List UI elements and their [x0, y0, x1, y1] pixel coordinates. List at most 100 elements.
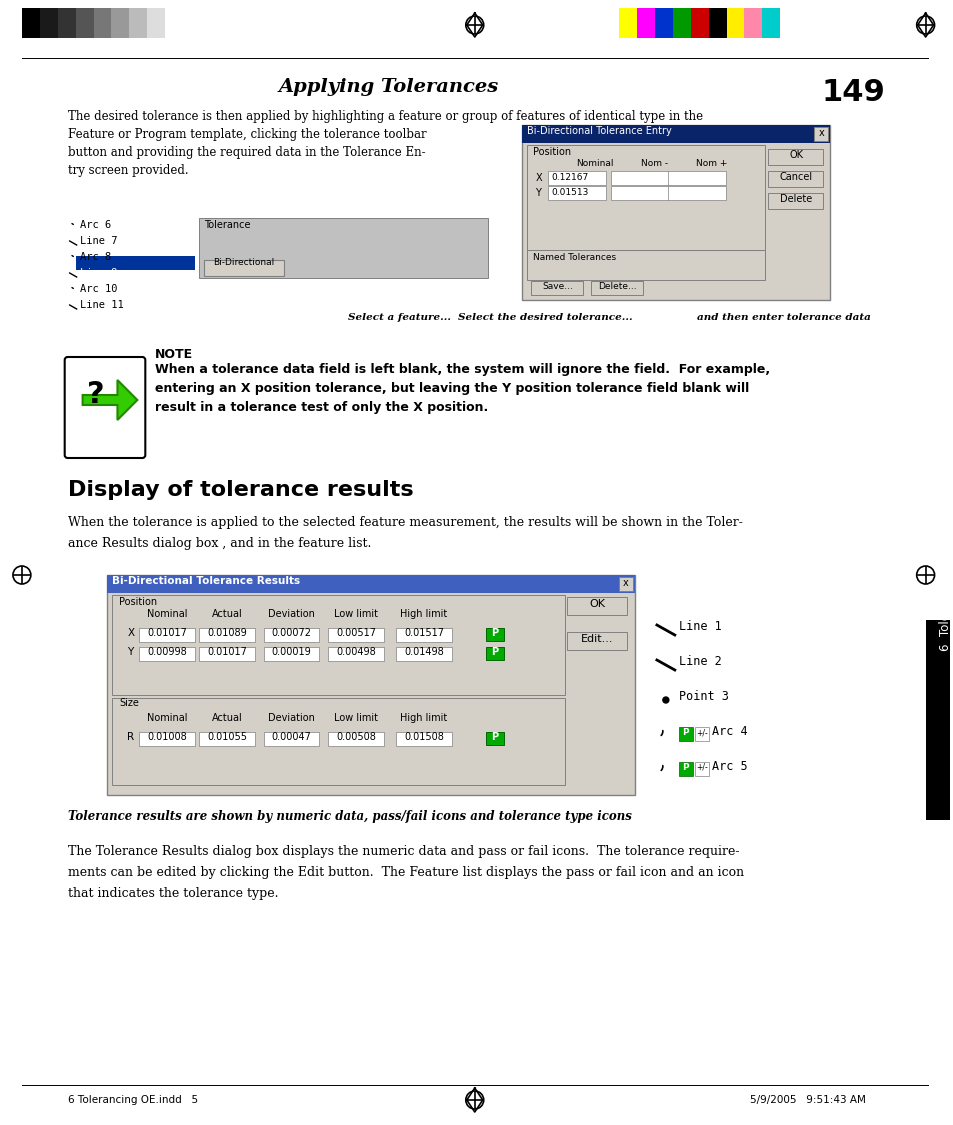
Text: Position: Position: [533, 147, 571, 158]
Bar: [112, 698, 565, 785]
Bar: [75, 8, 93, 38]
Text: Line 7: Line 7: [79, 236, 117, 246]
Text: Line 1: Line 1: [679, 620, 720, 633]
Bar: [199, 628, 254, 642]
Text: Display of tolerance results: Display of tolerance results: [68, 480, 413, 500]
Text: NOTE: NOTE: [155, 348, 193, 361]
Bar: [690, 8, 708, 38]
Text: Y: Y: [535, 188, 540, 198]
Text: 6 Tolerancing OE.indd   5: 6 Tolerancing OE.indd 5: [68, 1095, 197, 1105]
Text: P: P: [681, 728, 688, 737]
Bar: [618, 8, 637, 38]
Text: ?: ?: [87, 380, 104, 409]
Text: Nominal: Nominal: [147, 609, 188, 619]
Text: 0.01017: 0.01017: [207, 647, 247, 657]
Bar: [108, 575, 635, 593]
Text: 0.01017: 0.01017: [147, 628, 187, 638]
Text: P: P: [491, 647, 497, 657]
Text: Arc 8: Arc 8: [79, 252, 111, 262]
Bar: [328, 628, 384, 642]
Text: Bi-Directional: Bi-Directional: [213, 258, 274, 267]
Bar: [611, 171, 668, 184]
Text: Line 2: Line 2: [679, 655, 720, 668]
Text: OK: OK: [589, 598, 604, 609]
Text: Delete...: Delete...: [598, 282, 636, 291]
Text: Y: Y: [128, 647, 133, 657]
Text: +/-: +/-: [695, 728, 707, 737]
Text: P: P: [491, 628, 497, 638]
Text: Position: Position: [119, 597, 157, 608]
Bar: [548, 171, 605, 184]
Text: Low limit: Low limit: [334, 609, 378, 619]
Text: Nom +: Nom +: [695, 159, 726, 168]
Bar: [204, 260, 283, 276]
Text: 0.01055: 0.01055: [207, 732, 247, 742]
Bar: [485, 628, 503, 641]
Text: Tolerance: Tolerance: [204, 220, 251, 229]
Text: 0.12167: 0.12167: [551, 173, 588, 182]
Bar: [165, 8, 183, 38]
Text: R: R: [128, 732, 134, 742]
Bar: [591, 281, 642, 295]
Bar: [263, 628, 319, 642]
Bar: [637, 8, 654, 38]
Text: 0.00517: 0.00517: [336, 628, 375, 638]
Bar: [767, 193, 822, 209]
Bar: [112, 595, 565, 695]
Text: OK: OK: [788, 150, 802, 160]
Bar: [485, 647, 503, 660]
Bar: [667, 186, 725, 200]
Text: Applying Tolerances: Applying Tolerances: [277, 78, 497, 96]
Text: 0.00498: 0.00498: [336, 647, 375, 657]
Bar: [667, 171, 725, 184]
Text: The Tolerance Results dialog box displays the numeric data and pass or fail icon: The Tolerance Results dialog box display…: [68, 845, 743, 900]
Text: 0.01008: 0.01008: [147, 732, 187, 742]
Bar: [548, 186, 605, 200]
Text: Arc 6: Arc 6: [79, 220, 111, 229]
Bar: [694, 762, 708, 776]
Text: 0.00508: 0.00508: [336, 732, 375, 742]
Text: 0.00019: 0.00019: [272, 647, 312, 657]
Text: 6  Tolerancing: 6 Tolerancing: [938, 569, 950, 651]
Text: Actual: Actual: [212, 713, 242, 723]
Bar: [112, 8, 130, 38]
Text: Select the desired tolerance...: Select the desired tolerance...: [457, 313, 632, 322]
Bar: [526, 250, 764, 280]
Text: Delete: Delete: [780, 193, 812, 204]
Bar: [328, 647, 384, 662]
Circle shape: [662, 698, 668, 703]
Text: Nominal: Nominal: [576, 159, 613, 168]
Text: Arc 5: Arc 5: [711, 760, 746, 773]
Bar: [531, 281, 582, 295]
Text: Arc 10: Arc 10: [79, 284, 117, 294]
Text: 0.01508: 0.01508: [404, 732, 443, 742]
Bar: [767, 171, 822, 187]
Text: 5/9/2005   9:51:43 AM: 5/9/2005 9:51:43 AM: [749, 1095, 865, 1105]
Bar: [139, 732, 194, 746]
Bar: [22, 8, 40, 38]
Text: Line 11: Line 11: [79, 300, 123, 310]
Bar: [521, 125, 829, 300]
Bar: [395, 732, 452, 746]
Bar: [130, 8, 147, 38]
Bar: [263, 647, 319, 662]
Text: X: X: [535, 173, 541, 183]
Text: P: P: [681, 763, 688, 772]
Text: P: P: [491, 732, 497, 742]
Text: High limit: High limit: [400, 609, 447, 619]
Bar: [485, 732, 503, 745]
Text: 0.01517: 0.01517: [403, 628, 443, 638]
Bar: [93, 8, 112, 38]
Bar: [199, 732, 254, 746]
Text: Point 3: Point 3: [679, 690, 728, 703]
Text: Bi-Directional Tolerance Entry: Bi-Directional Tolerance Entry: [526, 126, 671, 136]
FancyBboxPatch shape: [65, 357, 145, 458]
Bar: [567, 632, 626, 650]
Text: Nominal: Nominal: [147, 713, 188, 723]
Text: Low limit: Low limit: [334, 713, 378, 723]
Text: Line 9: Line 9: [79, 268, 117, 278]
Bar: [139, 647, 194, 662]
Text: When the tolerance is applied to the selected feature measurement, the results w: When the tolerance is applied to the sel…: [68, 516, 741, 550]
Text: Actual: Actual: [212, 609, 242, 619]
Bar: [708, 8, 726, 38]
